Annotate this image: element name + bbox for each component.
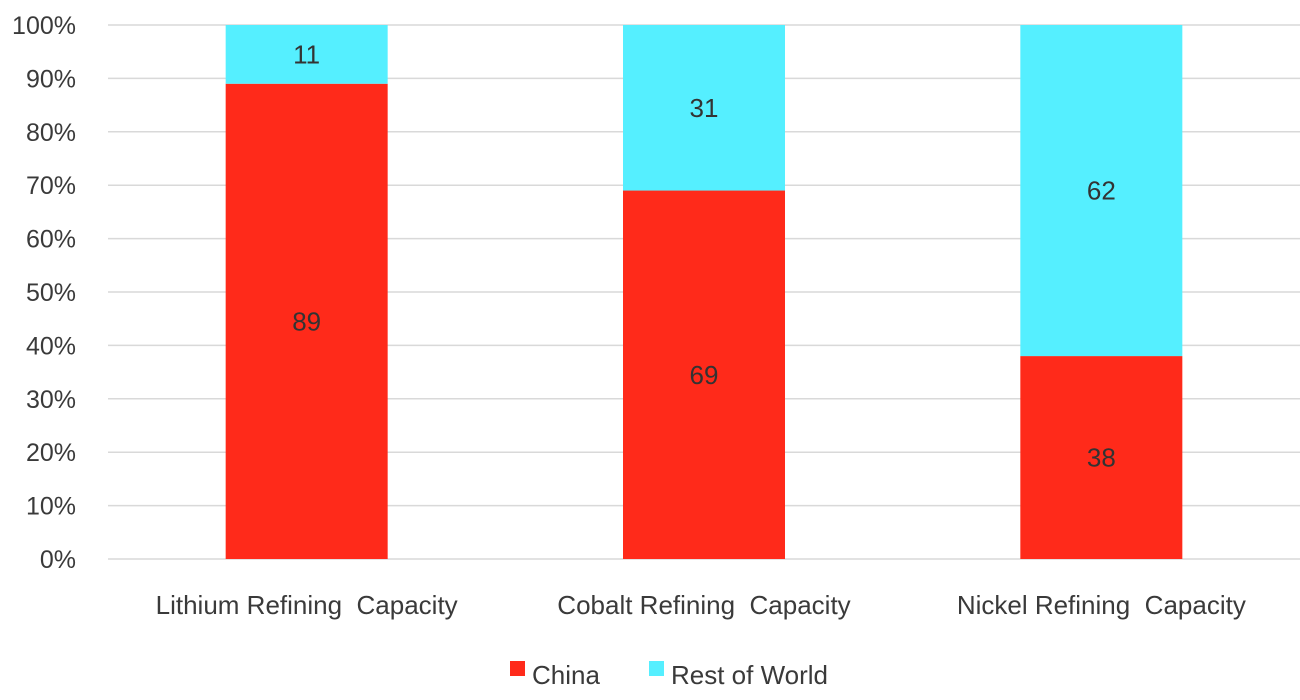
bars [225, 25, 1183, 560]
y-tick-label: 100% [12, 12, 76, 40]
y-tick-label: 80% [26, 119, 76, 147]
bar-segment-china [225, 83, 388, 560]
legend-label: China [532, 660, 600, 690]
y-tick-label: 60% [26, 226, 76, 254]
y-tick-label: 90% [26, 65, 76, 93]
legend: China Rest of World [510, 660, 828, 690]
y-tick-label: 30% [26, 386, 76, 414]
bar-segment-rest-of-world [623, 25, 785, 191]
data-label: 62 [1087, 176, 1116, 206]
legend-label: Rest of World [671, 660, 828, 690]
data-label: 11 [293, 39, 320, 69]
legend-swatch-rest-of-world [649, 661, 664, 676]
y-tick-label: 0% [40, 546, 76, 574]
y-tick-label: 70% [26, 172, 76, 200]
y-tick-label: 50% [26, 279, 76, 307]
y-tick-label: 40% [26, 332, 76, 360]
y-tick-label: 20% [26, 439, 76, 467]
y-axis-tick-labels: 0% 10% 20% 30% 40% 50% 60% 70% 80% 90% 100% [12, 12, 76, 574]
bar-segment-china [1020, 356, 1183, 559]
x-category-label: Lithium Refining Capacity [156, 590, 458, 620]
x-category-label: Cobalt Refining Capacity [557, 590, 850, 620]
data-label: 31 [690, 93, 719, 123]
data-label: 69 [690, 360, 719, 390]
bar-segment-rest-of-world [1020, 25, 1183, 357]
y-tick-label: 10% [26, 493, 76, 521]
data-label: 38 [1087, 443, 1116, 473]
bar-segment-china [623, 190, 785, 560]
x-category-label: Nickel Refining Capacity [957, 590, 1246, 620]
legend-swatch-china [510, 661, 525, 676]
x-axis-category-labels: Lithium Refining Capacity Cobalt Refining… [156, 590, 1246, 620]
bar-segment-rest-of-world [225, 25, 388, 84]
data-label: 89 [292, 306, 321, 336]
data-labels: 89 11 69 31 38 62 [292, 39, 1116, 472]
